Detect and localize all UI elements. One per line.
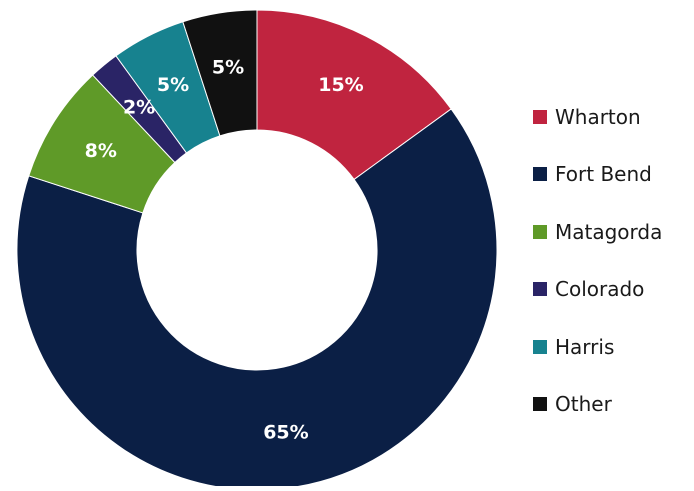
legend-label: Other <box>555 392 612 417</box>
legend-swatch <box>533 224 547 239</box>
legend-label: Matagorda <box>555 219 663 244</box>
legend-label: Harris <box>555 334 615 359</box>
legend-label: Fort Bend <box>555 162 652 187</box>
donut-slice-wharton <box>256 9 452 181</box>
slice-label-matagorda: 8% <box>85 140 117 162</box>
donut-slices <box>16 9 498 491</box>
donut-slice-labels: 15%65%8%2%5%5% <box>85 56 364 443</box>
legend-item-other: Other <box>533 376 691 434</box>
legend-swatch <box>533 282 547 297</box>
chart-legend: Wharton Fort Bend Matagorda Colorado Harris O… <box>533 88 691 433</box>
legend-swatch <box>533 339 547 354</box>
legend-swatch <box>533 397 547 412</box>
slice-label-harris: 5% <box>157 74 189 96</box>
legend-item-fort-bend: Fort Bend <box>533 146 691 204</box>
slice-label-colorado: 2% <box>123 96 155 118</box>
legend-item-matagorda: Matagorda <box>533 203 691 261</box>
donut-slice-fort-bend <box>16 108 498 491</box>
donut-slice-other <box>182 9 258 137</box>
slice-label-fort-bend: 65% <box>263 422 308 444</box>
legend-label: Wharton <box>555 104 641 129</box>
legend-item-colorado: Colorado <box>533 261 691 319</box>
slice-label-wharton: 15% <box>318 74 363 96</box>
legend-item-harris: Harris <box>533 318 691 376</box>
legend-swatch <box>533 167 547 182</box>
legend-item-wharton: Wharton <box>533 88 691 146</box>
slice-label-other: 5% <box>212 56 244 78</box>
legend-swatch <box>533 109 547 124</box>
legend-label: Colorado <box>555 277 645 302</box>
